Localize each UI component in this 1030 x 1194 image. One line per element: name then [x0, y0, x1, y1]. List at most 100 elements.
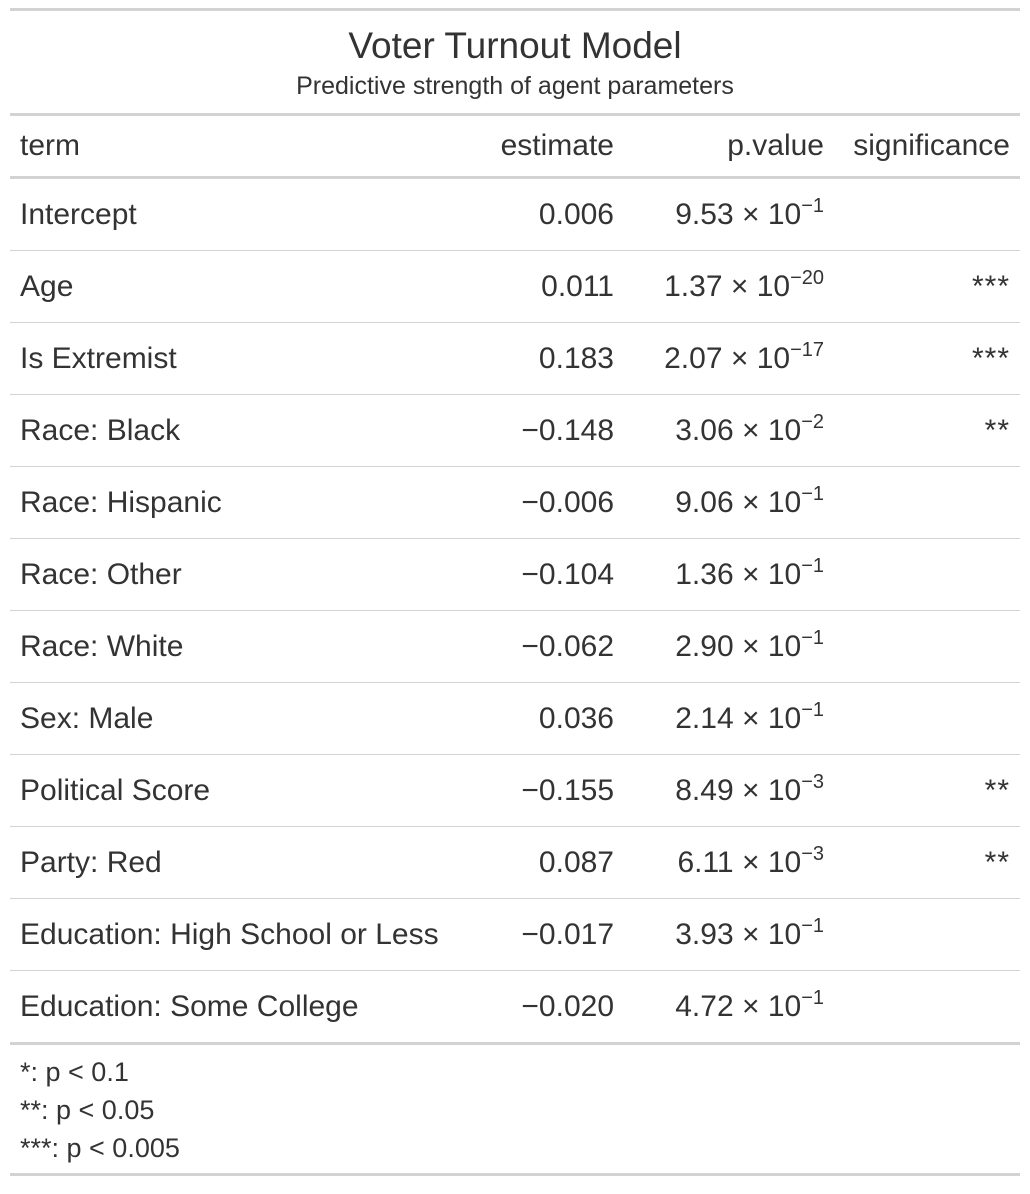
significance-cell: ***	[834, 250, 1020, 323]
significance-cell	[834, 177, 1020, 251]
p-value-mantissa: 3.06	[675, 413, 734, 447]
term-cell: Sex: Male	[10, 682, 480, 755]
significance-cell	[834, 970, 1020, 1045]
table-row: Education: High School or Less −0.017 3.93…	[10, 898, 1020, 971]
p-value-exponent: −1	[801, 194, 824, 217]
p-value-base: × 10	[733, 989, 802, 1023]
table-row: Intercept 0.006 9.53 × 10−1	[10, 177, 1020, 251]
p-value-base: × 10	[733, 557, 802, 591]
p-value-cell: 4.72 × 10−1	[624, 970, 834, 1045]
p-value-mantissa: 3.93	[675, 917, 734, 951]
significance-cell	[834, 538, 1020, 611]
footnote: *: p < 0.1	[20, 1057, 129, 1087]
column-header-significance: significance	[834, 116, 1020, 179]
column-header-p-value: p.value	[624, 116, 834, 179]
p-value-exponent: −3	[801, 842, 824, 865]
p-value-base: × 10	[733, 773, 802, 807]
table-body: Intercept 0.006 9.53 × 10−1 Age 0.011 1.37 × …	[10, 177, 1020, 1045]
p-value-cell: 3.06 × 10−2	[624, 394, 834, 467]
footnote: **: p < 0.05	[20, 1095, 155, 1125]
term-cell: Is Extremist	[10, 322, 480, 395]
p-value-base: × 10	[733, 917, 802, 951]
p-value-mantissa: 1.37	[664, 269, 723, 303]
significance-cell: **	[834, 826, 1020, 899]
table-row: Race: Other −0.104 1.36 × 10−1	[10, 538, 1020, 611]
p-value-base: × 10	[733, 629, 802, 663]
p-value-cell: 1.36 × 10−1	[624, 538, 834, 611]
p-value-cell: 9.06 × 10−1	[624, 466, 834, 539]
table-row: Race: White −0.062 2.90 × 10−1	[10, 610, 1020, 683]
p-value-mantissa: 9.06	[675, 485, 734, 519]
significance-cell	[834, 610, 1020, 683]
p-value-base: × 10	[722, 269, 791, 303]
table-row: Race: Black −0.148 3.06 × 10−2 **	[10, 394, 1020, 467]
p-value-base: × 10	[733, 845, 802, 879]
estimate-cell: −0.017	[480, 898, 624, 971]
table-heading: Voter Turnout Model Predictive strength …	[10, 11, 1020, 116]
p-value-mantissa: 2.07	[664, 341, 723, 375]
p-value-exponent: −1	[801, 986, 824, 1009]
p-value-exponent: −1	[801, 698, 824, 721]
p-value-base: × 10	[722, 341, 791, 375]
header-row: term estimate p.value significance	[10, 116, 1020, 179]
p-value-cell: 1.37 × 10−20	[624, 250, 834, 323]
table-subtitle: Predictive strength of agent parameters	[296, 72, 734, 100]
significance-cell	[834, 898, 1020, 971]
table-row: Sex: Male 0.036 2.14 × 10−1	[10, 682, 1020, 755]
p-value-exponent: −1	[801, 482, 824, 505]
p-value-base: × 10	[733, 485, 802, 519]
p-value-base: × 10	[733, 197, 802, 231]
estimate-cell: −0.148	[480, 394, 624, 467]
term-cell: Age	[10, 250, 480, 323]
term-cell: Party: Red	[10, 826, 480, 899]
term-cell: Intercept	[10, 177, 480, 251]
footnotes: *: p < 0.1 **: p < 0.05 ***: p < 0.005	[10, 1045, 1020, 1176]
estimate-cell: 0.036	[480, 682, 624, 755]
p-value-exponent: −1	[801, 914, 824, 937]
estimate-cell: −0.006	[480, 466, 624, 539]
p-value-mantissa: 2.90	[675, 629, 734, 663]
column-header-term: term	[10, 116, 480, 179]
results-table: term estimate p.value significance Inter…	[10, 116, 1020, 1045]
term-cell: Race: White	[10, 610, 480, 683]
regression-table: Voter Turnout Model Predictive strength …	[10, 8, 1020, 1176]
p-value-mantissa: 1.36	[675, 557, 734, 591]
estimate-cell: 0.011	[480, 250, 624, 323]
table-row: Race: Hispanic −0.006 9.06 × 10−1	[10, 466, 1020, 539]
significance-cell: **	[834, 754, 1020, 827]
p-value-mantissa: 6.11	[677, 845, 734, 879]
column-header-estimate: estimate	[480, 116, 624, 179]
p-value-mantissa: 2.14	[675, 701, 734, 735]
term-cell: Race: Hispanic	[10, 466, 480, 539]
term-cell: Political Score	[10, 754, 480, 827]
p-value-cell: 2.90 × 10−1	[624, 610, 834, 683]
estimate-cell: −0.155	[480, 754, 624, 827]
p-value-base: × 10	[733, 413, 802, 447]
p-value-cell: 9.53 × 10−1	[624, 177, 834, 251]
p-value-cell: 8.49 × 10−3	[624, 754, 834, 827]
p-value-cell: 6.11 × 10−3	[624, 826, 834, 899]
p-value-base: × 10	[733, 701, 802, 735]
term-cell: Education: High School or Less	[10, 898, 480, 971]
significance-cell	[834, 466, 1020, 539]
table-row: Age 0.011 1.37 × 10−20 ***	[10, 250, 1020, 323]
estimate-cell: 0.183	[480, 322, 624, 395]
significance-cell: ***	[834, 322, 1020, 395]
estimate-cell: 0.006	[480, 177, 624, 251]
estimate-cell: −0.062	[480, 610, 624, 683]
p-value-exponent: −17	[790, 338, 824, 361]
p-value-cell: 2.07 × 10−17	[624, 322, 834, 395]
table-title: Voter Turnout Model	[348, 25, 682, 66]
table-row: Education: Some College −0.020 4.72 × 10−1	[10, 970, 1020, 1045]
table-row: Is Extremist 0.183 2.07 × 10−17 ***	[10, 322, 1020, 395]
p-value-exponent: −20	[790, 266, 824, 289]
p-value-mantissa: 8.49	[675, 773, 734, 807]
estimate-cell: −0.104	[480, 538, 624, 611]
p-value-cell: 3.93 × 10−1	[624, 898, 834, 971]
table-row: Party: Red 0.087 6.11 × 10−3 **	[10, 826, 1020, 899]
p-value-mantissa: 9.53	[675, 197, 734, 231]
p-value-mantissa: 4.72	[675, 989, 734, 1023]
p-value-exponent: −2	[801, 410, 824, 433]
p-value-exponent: −1	[801, 626, 824, 649]
term-cell: Race: Black	[10, 394, 480, 467]
